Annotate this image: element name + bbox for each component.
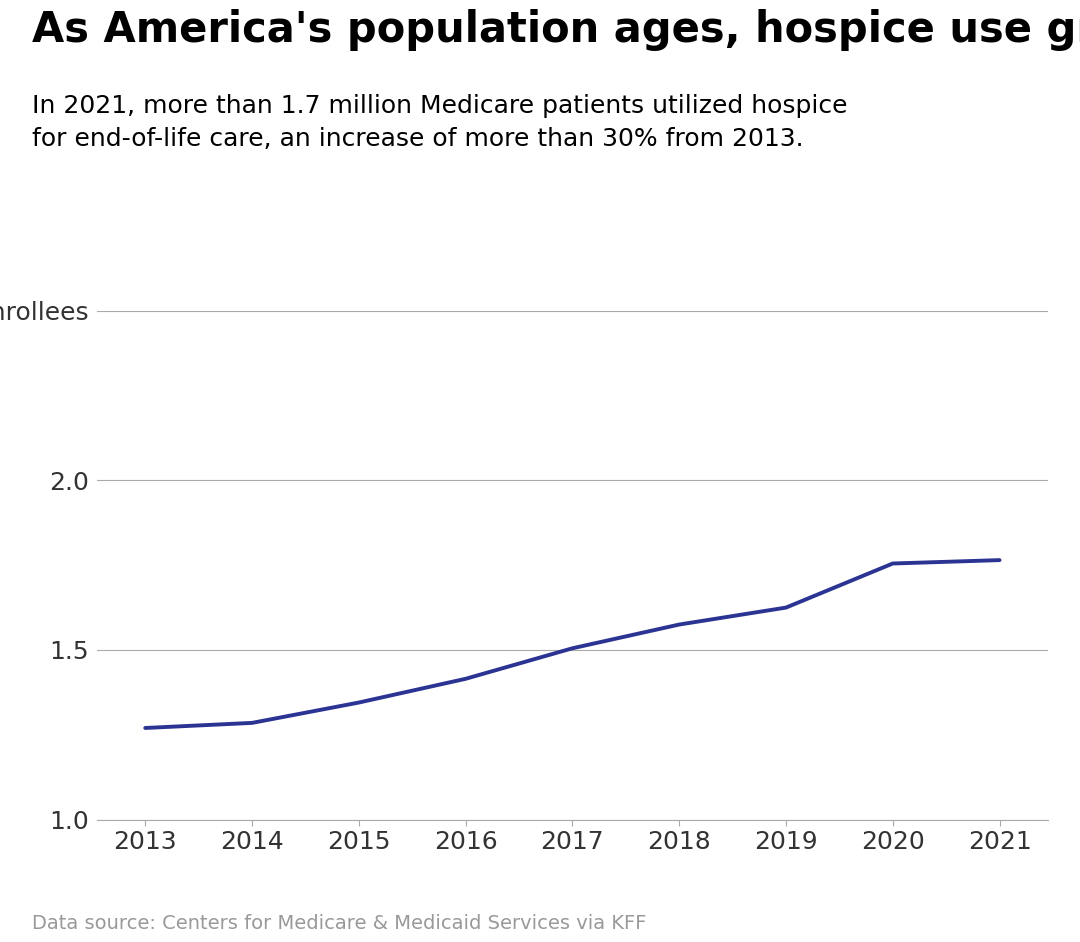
Text: Data source: Centers for Medicare & Medicaid Services via KFF: Data source: Centers for Medicare & Medi… [32, 914, 647, 933]
Text: As America's population ages, hospice use grows: As America's population ages, hospice us… [32, 9, 1080, 52]
Text: In 2021, more than 1.7 million Medicare patients utilized hospice
for end-of-lif: In 2021, more than 1.7 million Medicare … [32, 94, 848, 151]
